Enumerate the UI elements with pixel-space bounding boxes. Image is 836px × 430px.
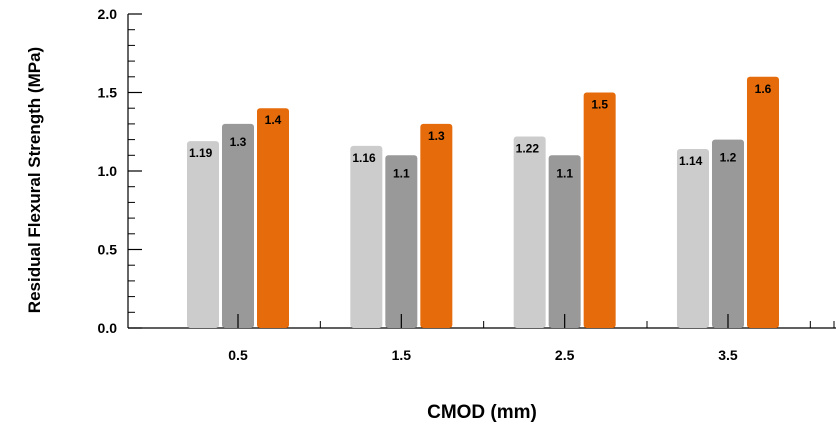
bar-value-label: 1.1 (393, 166, 410, 180)
bar (187, 141, 219, 328)
bar-value-label: 1.2 (720, 151, 737, 165)
bar-value-label: 1.14 (679, 154, 703, 168)
bar-value-label: 1.1 (556, 166, 573, 180)
x-axis-ticks: 0.5 1.5 2.5 3.5 (228, 314, 835, 363)
bar (257, 108, 289, 328)
y-tick-label: 0.0 (98, 320, 118, 336)
y-tick-label: 0.5 (98, 242, 118, 258)
x-tick-label: 3.5 (718, 347, 738, 363)
bar-value-label: 1.5 (591, 98, 608, 112)
bar (385, 155, 418, 328)
bar (746, 76, 779, 328)
bar-value-label: 1.19 (189, 146, 213, 160)
bar (548, 155, 581, 328)
y-tick-label: 2.0 (98, 6, 118, 22)
bar-value-label: 1.22 (516, 141, 540, 155)
bar-value-label: 1.3 (230, 135, 247, 149)
y-axis-ticks: 0.0 0.5 1.0 1.5 2.0 (98, 6, 142, 336)
bar (420, 123, 453, 329)
bar-value-label: 1.3 (428, 129, 445, 143)
bar (583, 92, 616, 328)
bar (676, 149, 709, 328)
x-tick-label: 2.5 (555, 347, 575, 363)
bar (711, 139, 744, 328)
x-axis-title: CMOD (mm) (427, 402, 537, 423)
bars: 1.19 1.3 1.4 1.16 1.1 1.3 1.22 1.1 1.5 1.14 1.2 1.6 (187, 76, 779, 329)
y-axis-title: Residual Flexural Strength (MPa) (25, 47, 44, 313)
bar-value-label: 1.16 (352, 151, 376, 165)
y-tick-label: 1.0 (98, 163, 118, 179)
bar-value-label: 1.4 (265, 113, 282, 127)
x-tick-label: 0.5 (228, 347, 248, 363)
bar (350, 145, 383, 328)
y-tick-label: 1.5 (98, 85, 118, 101)
bar (513, 136, 546, 328)
x-tick-label: 1.5 (392, 347, 412, 363)
bar (222, 123, 254, 329)
bar-value-label: 1.6 (755, 82, 772, 96)
